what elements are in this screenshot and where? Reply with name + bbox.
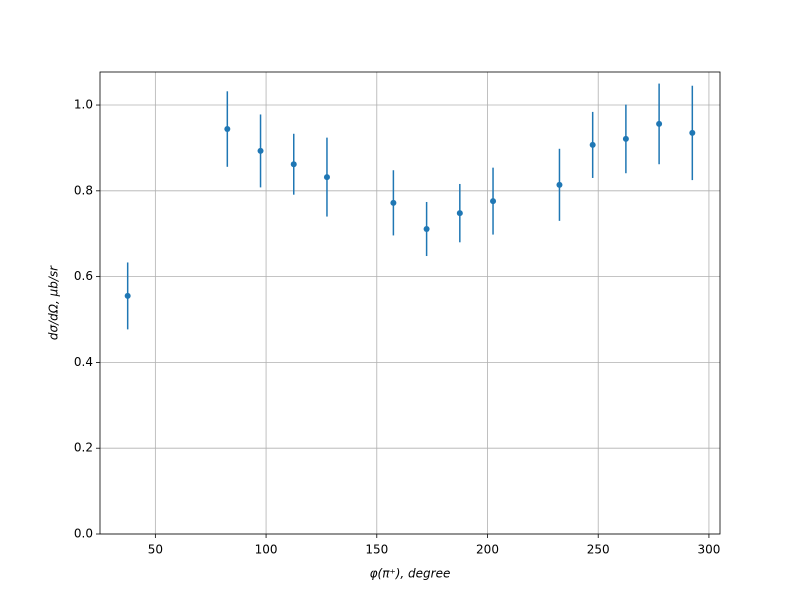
x-axis-label: φ(π⁺), degree	[370, 567, 451, 581]
y-tick-label: 1.0	[74, 98, 93, 112]
x-tick-label: 250	[587, 543, 610, 557]
data-point	[589, 141, 596, 148]
data-point	[656, 120, 663, 127]
x-tick-label: 200	[476, 543, 499, 557]
y-tick-label: 0.4	[74, 355, 93, 369]
data-point	[390, 199, 397, 206]
data-point	[323, 174, 330, 181]
y-tick-label: 0.6	[74, 269, 93, 283]
x-tick-label: 300	[697, 543, 720, 557]
data-point	[124, 292, 131, 299]
y-tick-label: 0.2	[74, 441, 93, 455]
data-point	[556, 181, 563, 188]
x-tick-label: 50	[148, 543, 163, 557]
data-point	[490, 198, 497, 205]
y-tick-label: 0.8	[74, 183, 93, 197]
data-point	[689, 129, 696, 136]
y-axis-label: dσ/dΩ, μb/sr	[47, 265, 61, 340]
y-tick-label: 0.0	[74, 527, 93, 541]
data-point	[290, 161, 297, 168]
x-tick-label: 100	[255, 543, 278, 557]
x-tick-label: 150	[365, 543, 388, 557]
data-point	[622, 135, 629, 142]
data-point	[423, 226, 430, 233]
plot-frame	[99, 71, 721, 535]
data-point	[224, 126, 231, 133]
data-point	[257, 147, 264, 154]
data-point	[456, 210, 463, 217]
